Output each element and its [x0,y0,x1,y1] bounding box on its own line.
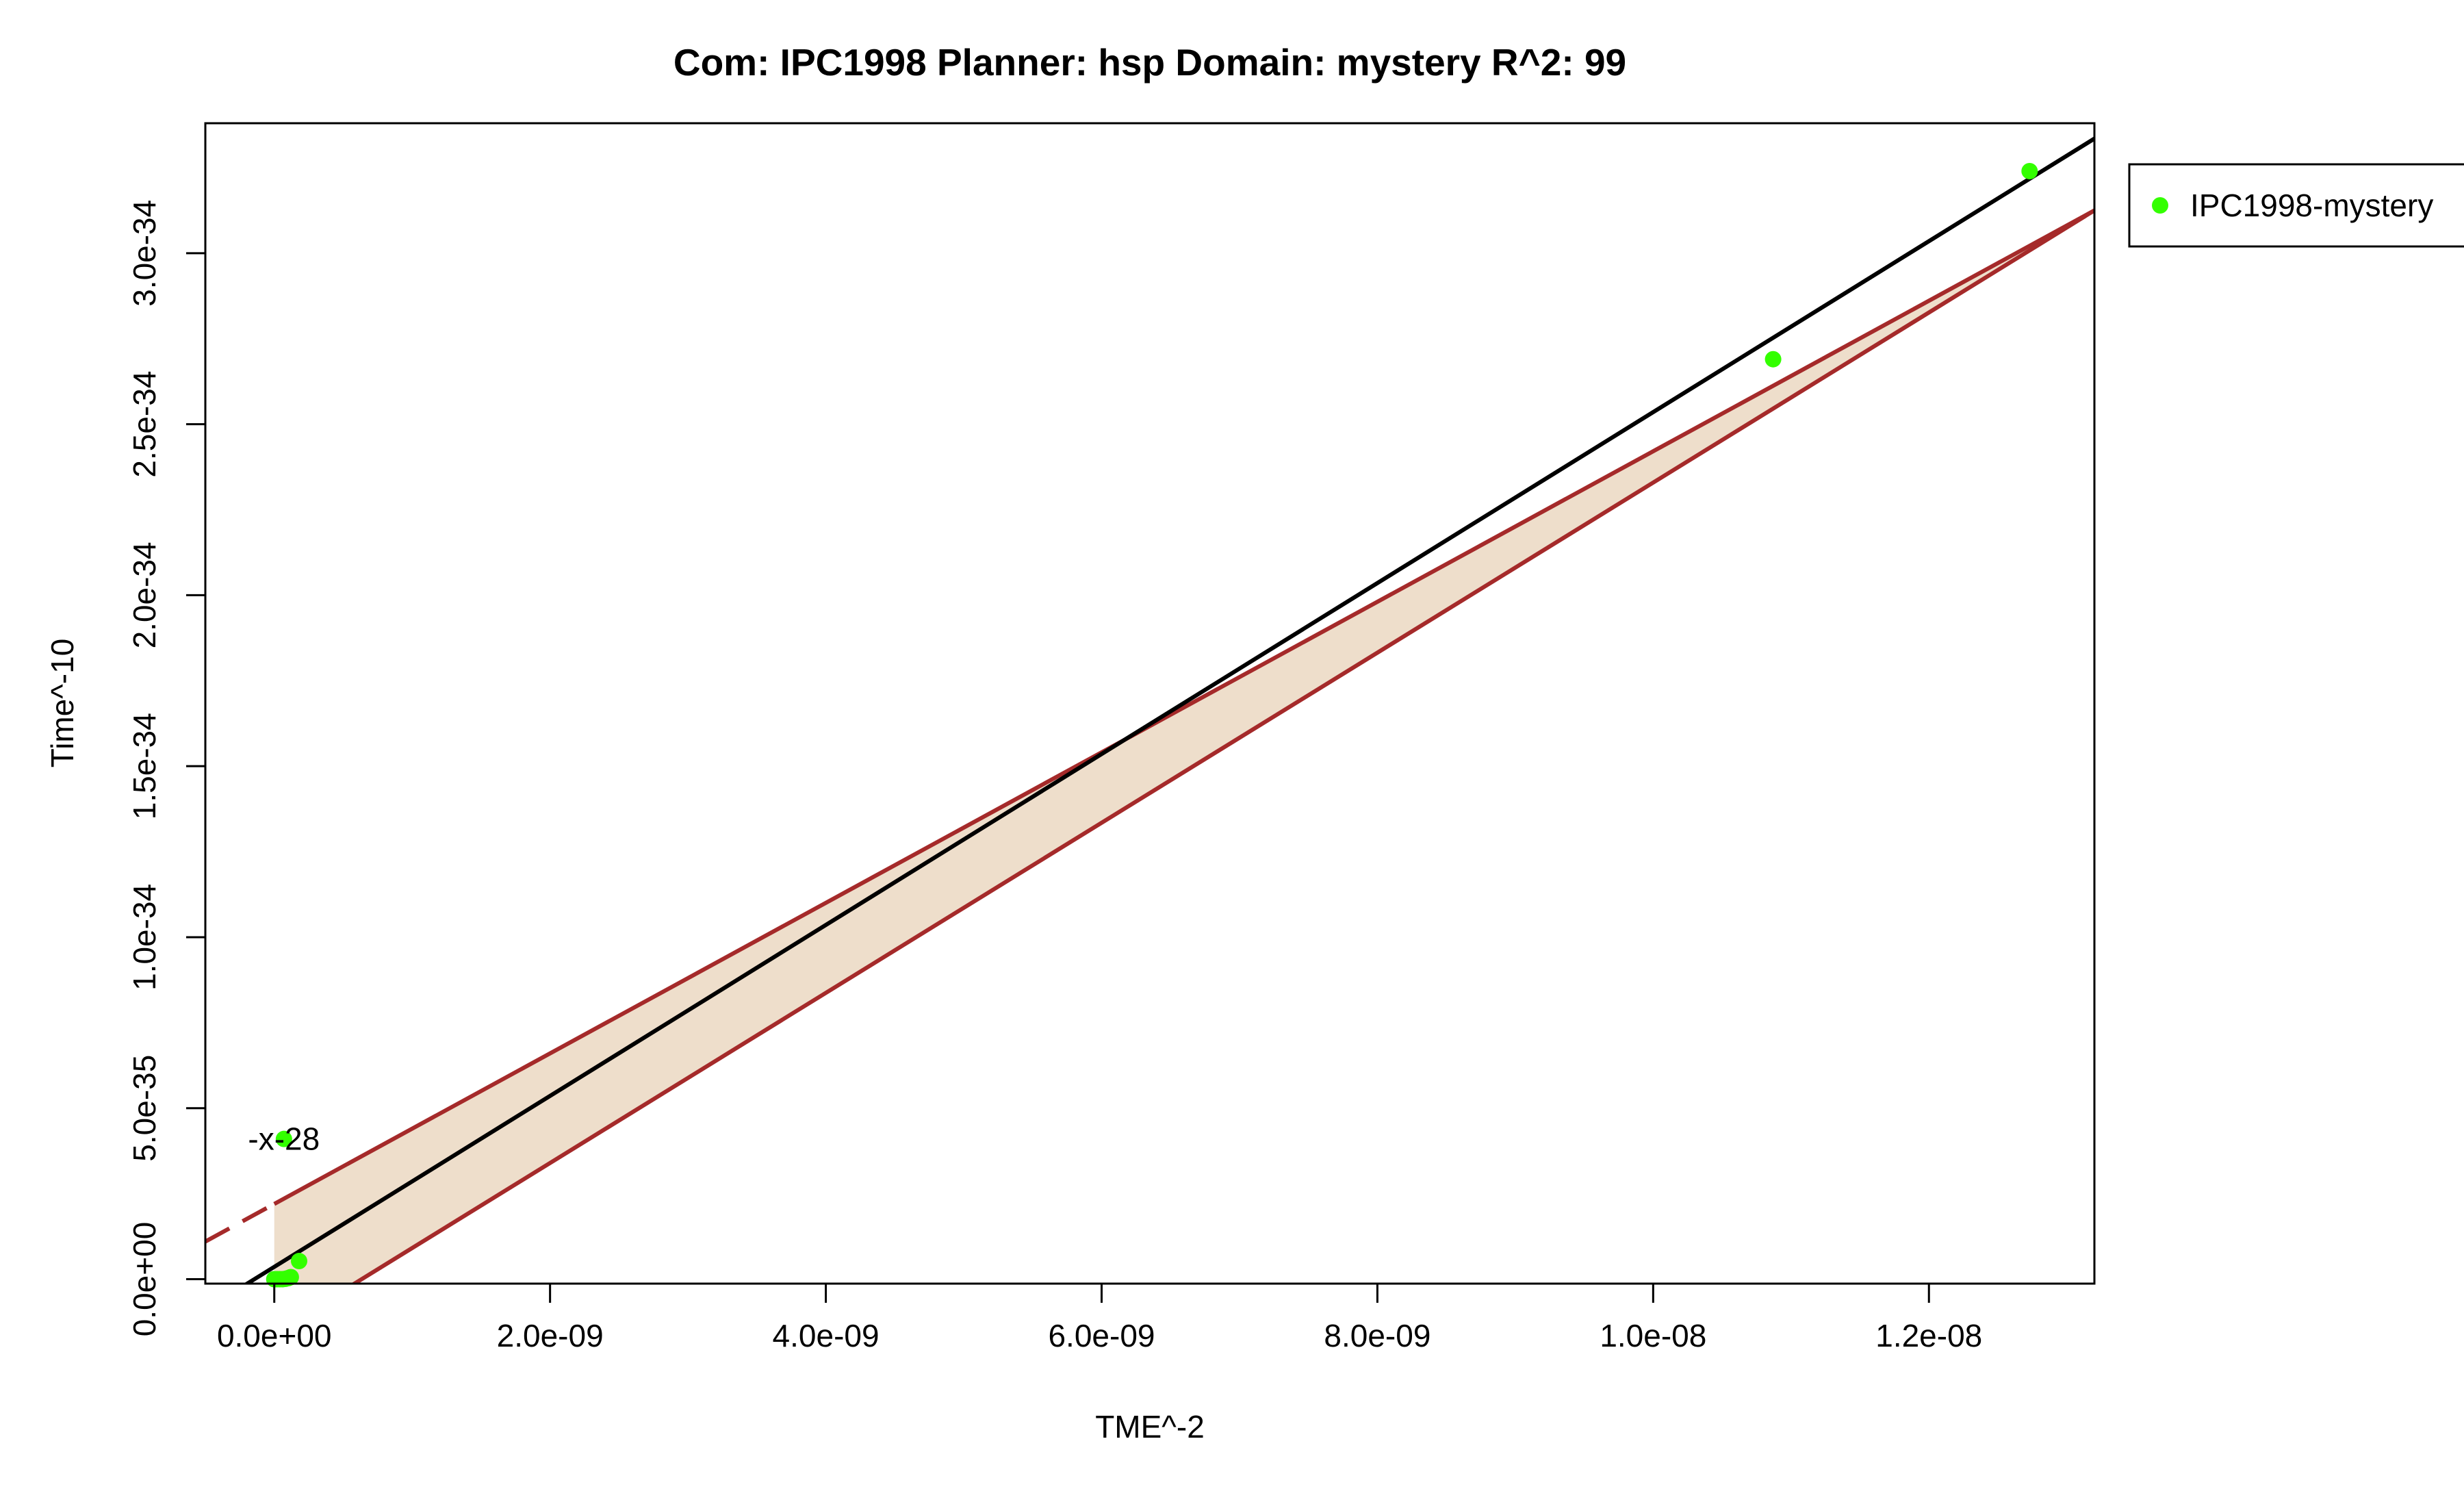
x-tick-label: 0.0e+00 [217,1318,332,1353]
x-tick-label: 2.0e-09 [497,1318,604,1353]
legend-label: IPC1998-mystery [2190,188,2433,223]
x-tick-label: 8.0e-09 [1324,1318,1430,1353]
x-tick-label: 1.2e-08 [1875,1318,1982,1353]
fit-lines-layer [205,136,2094,1284]
y-tick-label: 2.5e-34 [127,371,162,478]
lower-bound-line [350,208,2094,1284]
regression-line [243,136,2094,1284]
chart-title: Com: IPC1998 Planner: hsp Domain: myster… [673,41,1626,84]
upper-bound-line [273,208,2094,1206]
prediction-band-layer [274,240,2040,1284]
x-tick-label: 1.0e-08 [1600,1318,1706,1353]
data-point [1764,351,1782,368]
legend-marker [2152,197,2168,214]
legend-box [2128,163,2464,248]
y-tick-label: 2.0e-34 [127,542,162,648]
legend: IPC1998-mystery [2128,163,2464,248]
upper-bound-dashed-segment [205,1201,276,1244]
y-axis-label: Time^-10 [44,639,80,768]
y-tick-label: 5.0e-35 [127,1055,162,1162]
x-axis-label: TME^-2 [1095,1409,1205,1445]
prediction-band [274,240,2040,1284]
data-point [2021,162,2038,179]
x-tick-label: 4.0e-09 [773,1318,880,1353]
y-tick-label: 3.0e-34 [127,200,162,307]
y-axis: 0.0e+00 5.0e-35 1.0e-34 1.5e-34 2.0e-34 2.5e-… [127,200,207,1337]
annotation-layer: -x-28 [248,1121,320,1157]
data-point [275,1130,292,1147]
x-tick-label: 6.0e-09 [1048,1318,1155,1353]
y-tick-label: 0.0e+00 [127,1222,162,1337]
data-point [282,1269,299,1286]
data-point [290,1253,307,1270]
x-axis: 0.0e+00 2.0e-09 4.0e-09 6.0e-09 8.0e-09 1.0e-… [217,1282,1982,1353]
y-tick-label: 1.5e-34 [127,713,162,819]
y-tick-label: 1.0e-34 [127,884,162,991]
point-annotation: -x-28 [248,1121,320,1157]
